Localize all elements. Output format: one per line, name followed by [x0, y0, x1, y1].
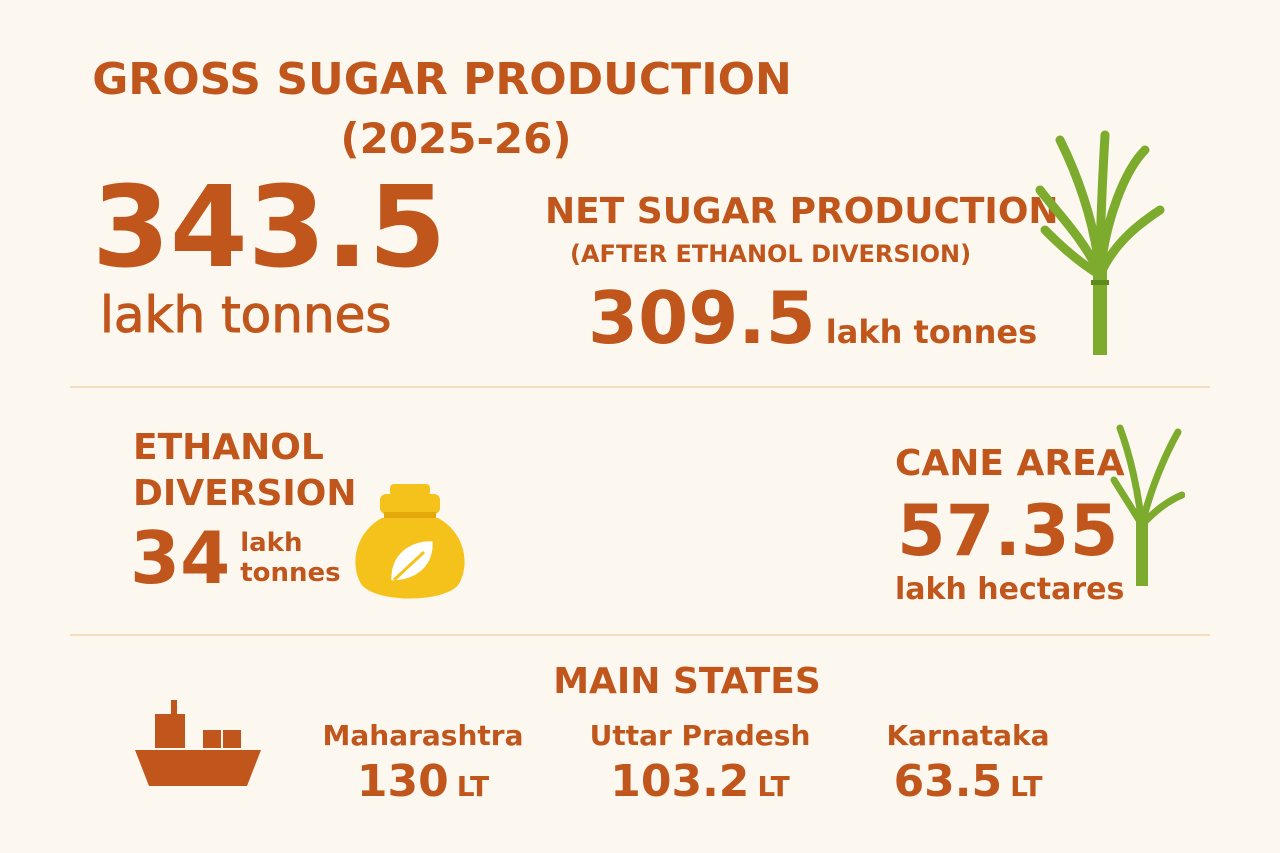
ethanol-value: 34 [130, 516, 231, 600]
cane-title: CANE AREA [895, 443, 1125, 484]
net-unit: lakh tonnes [825, 313, 1038, 351]
state-value: 63.5 [893, 756, 1003, 807]
ethanol-title: ETHANOL DIVERSION [133, 427, 357, 514]
state-value: 130 [356, 756, 449, 807]
gross-value: 343.5 [92, 163, 447, 293]
cane-value: 57.35 [897, 490, 1119, 572]
state-unit: LT [456, 770, 490, 803]
state-figure: 63.5 LT [886, 760, 1049, 804]
state-unit: LT [757, 770, 790, 803]
state: Karnataka 63.5 LT [886, 722, 1049, 804]
sugarcane-icon [1035, 130, 1165, 355]
state-name: Uttar Pradesh [589, 719, 811, 752]
net-title: NET SUGAR PRODUCTION [545, 191, 1059, 232]
state-name: Maharashtra [322, 719, 524, 752]
ship-icon [135, 700, 261, 786]
states-title: MAIN STATES [553, 661, 821, 702]
cane-unit: lakh hectares [895, 572, 1125, 607]
state: Uttar Pradesh 103.2 LT [590, 722, 811, 804]
title: GROSS SUGAR PRODUCTION [92, 54, 792, 105]
divider [70, 386, 1210, 388]
state-figure: 130 LT [323, 760, 524, 804]
state-name: Karnataka [886, 719, 1050, 752]
ethanol-unit: lakh tonnes [240, 528, 341, 588]
state: Maharashtra 130 LT [323, 722, 524, 804]
state-value: 103.2 [610, 756, 750, 807]
divider [70, 634, 1210, 636]
net-value: 309.5 [588, 276, 816, 360]
state-figure: 103.2 LT [590, 760, 811, 804]
sugarcane-icon-small [1110, 424, 1185, 586]
net-subtitle: (AFTER ETHANOL DIVERSION) [570, 240, 972, 268]
ethanol-figure: 34 lakh tonnes [130, 516, 341, 600]
gross-unit: lakh tonnes [99, 286, 392, 344]
state-unit: LT [1010, 770, 1043, 803]
net-figure: 309.5 lakh tonnes [588, 282, 1037, 354]
subtitle: (2025-26) [340, 114, 572, 163]
jar-icon [355, 484, 465, 599]
